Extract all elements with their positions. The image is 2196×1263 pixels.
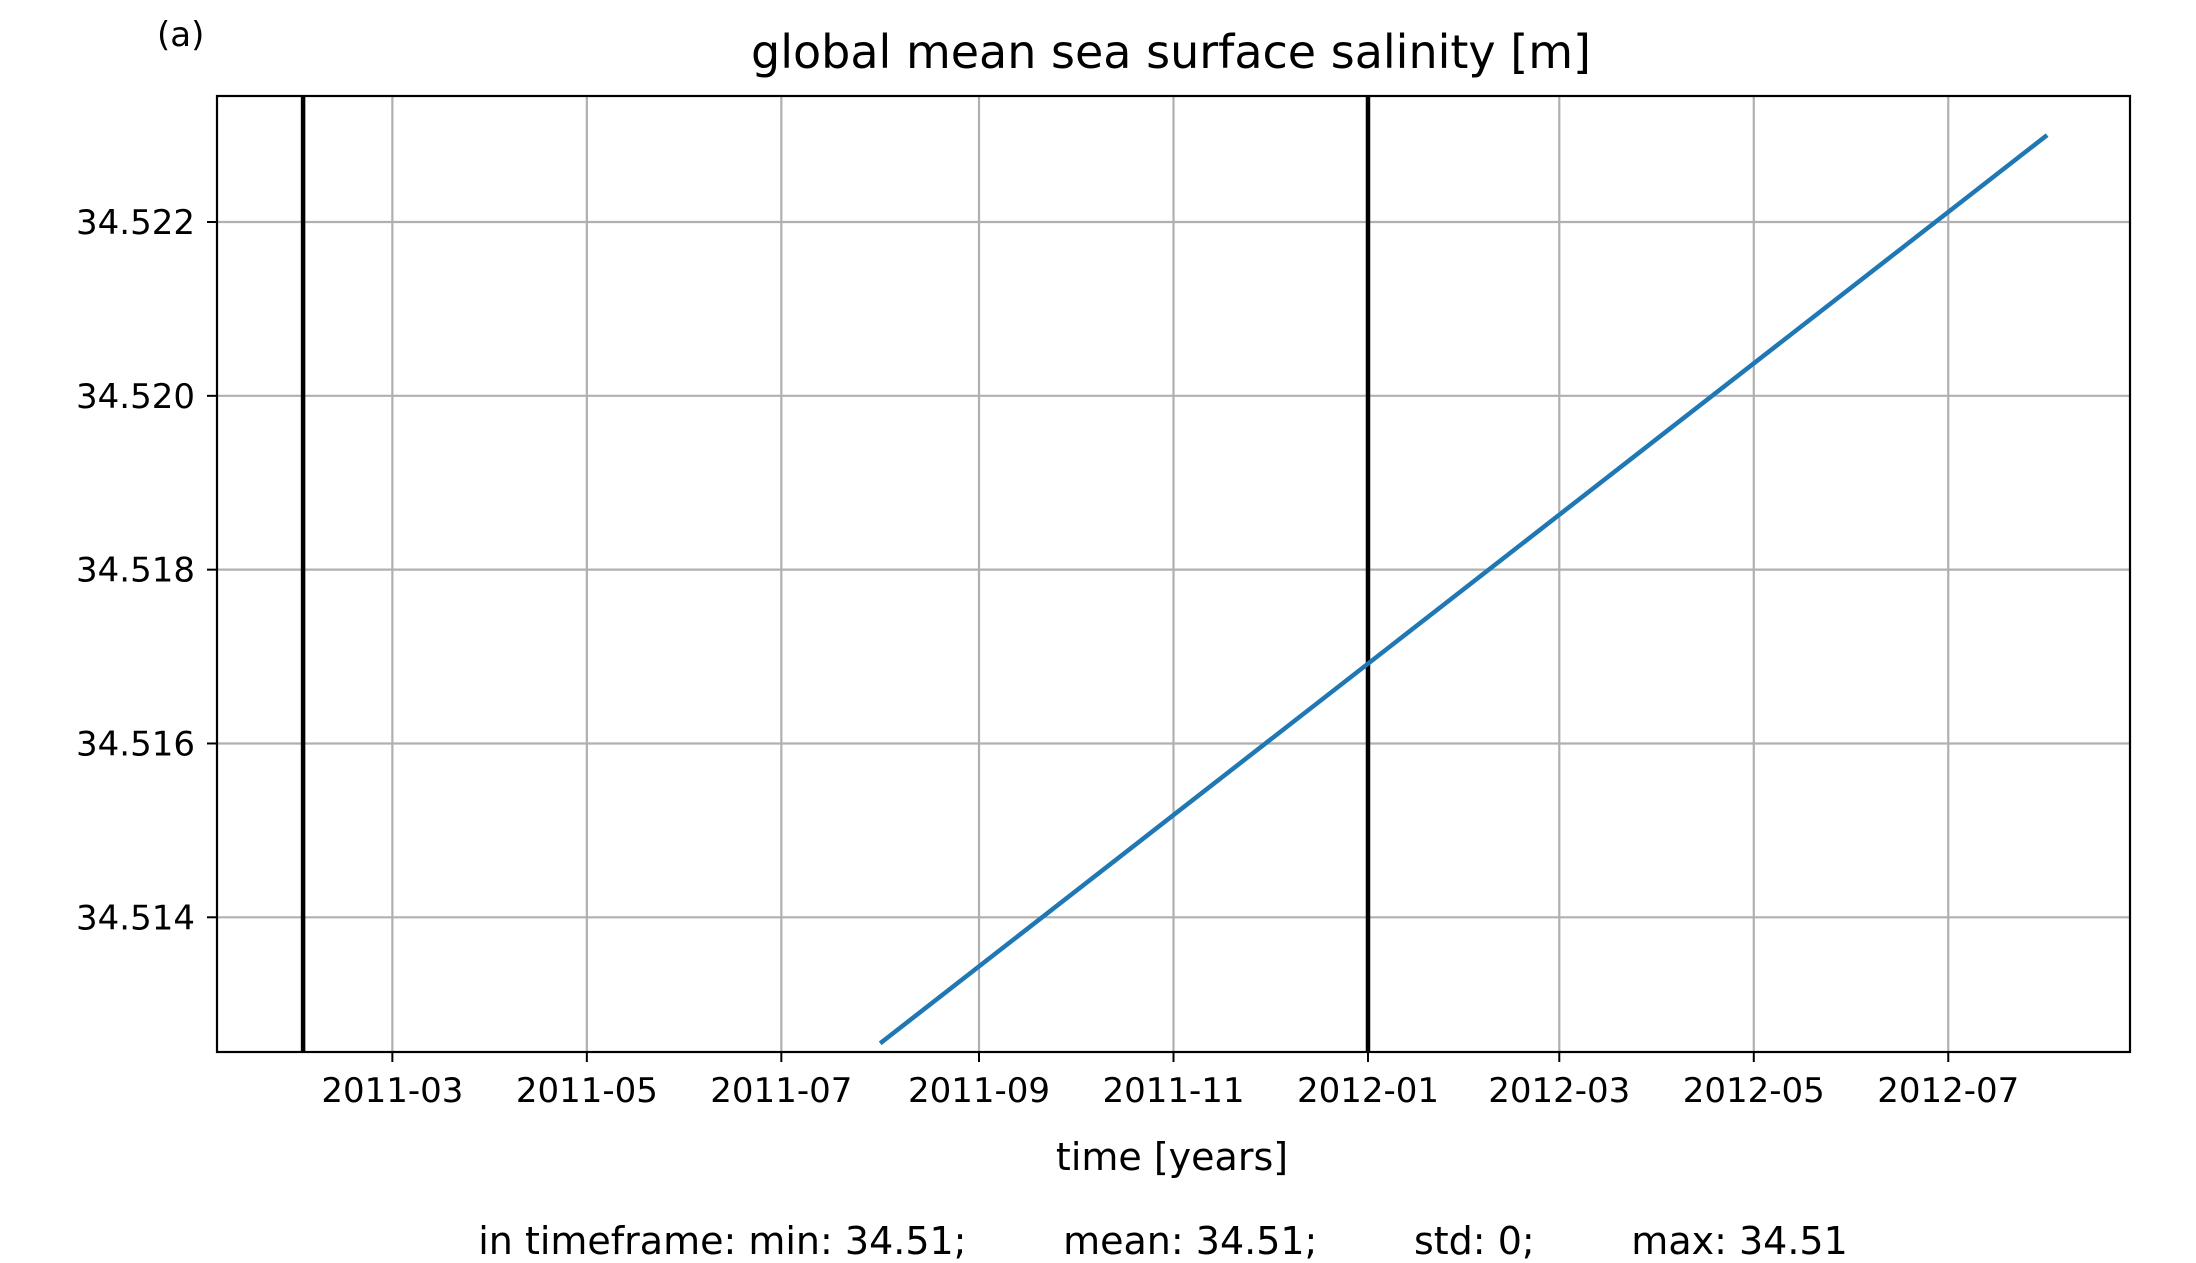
grid-layer <box>217 96 2130 1052</box>
x-tick-label: 2011-09 <box>908 1071 1050 1111</box>
y-tick-label: 34.522 <box>76 203 195 243</box>
y-tick-label: 34.520 <box>76 377 195 417</box>
y-tick-label: 34.516 <box>76 724 195 764</box>
series-layer <box>878 133 2049 1046</box>
axis-ticks: 2011-03 2011-05 2011-07 2011-09 2011-11 2012-… <box>76 203 2019 1111</box>
y-tick-label: 34.518 <box>76 551 195 591</box>
x-axis-label: time [years] <box>1056 1135 1288 1179</box>
vertical-lines <box>300 96 1371 1052</box>
x-tick-label: 2012-05 <box>1683 1071 1825 1111</box>
x-tick-label: 2012-07 <box>1877 1071 2019 1111</box>
x-tick-label: 2011-11 <box>1102 1071 1244 1111</box>
x-tick-label: 2012-01 <box>1297 1071 1439 1111</box>
y-tick-label: 34.514 <box>76 898 195 938</box>
chart-title: global mean sea surface salinity [m] <box>751 25 1591 79</box>
x-tick-label: 2011-05 <box>516 1071 658 1111</box>
panel-label: (a) <box>157 15 204 55</box>
x-tick-label: 2011-07 <box>710 1071 852 1111</box>
x-tick-label: 2012-03 <box>1488 1071 1630 1111</box>
stats-line: in timeframe: min: 34.51; mean: 34.51; s… <box>478 1219 1848 1263</box>
series-line <box>878 133 2049 1046</box>
x-tick-label: 2011-03 <box>321 1071 463 1111</box>
